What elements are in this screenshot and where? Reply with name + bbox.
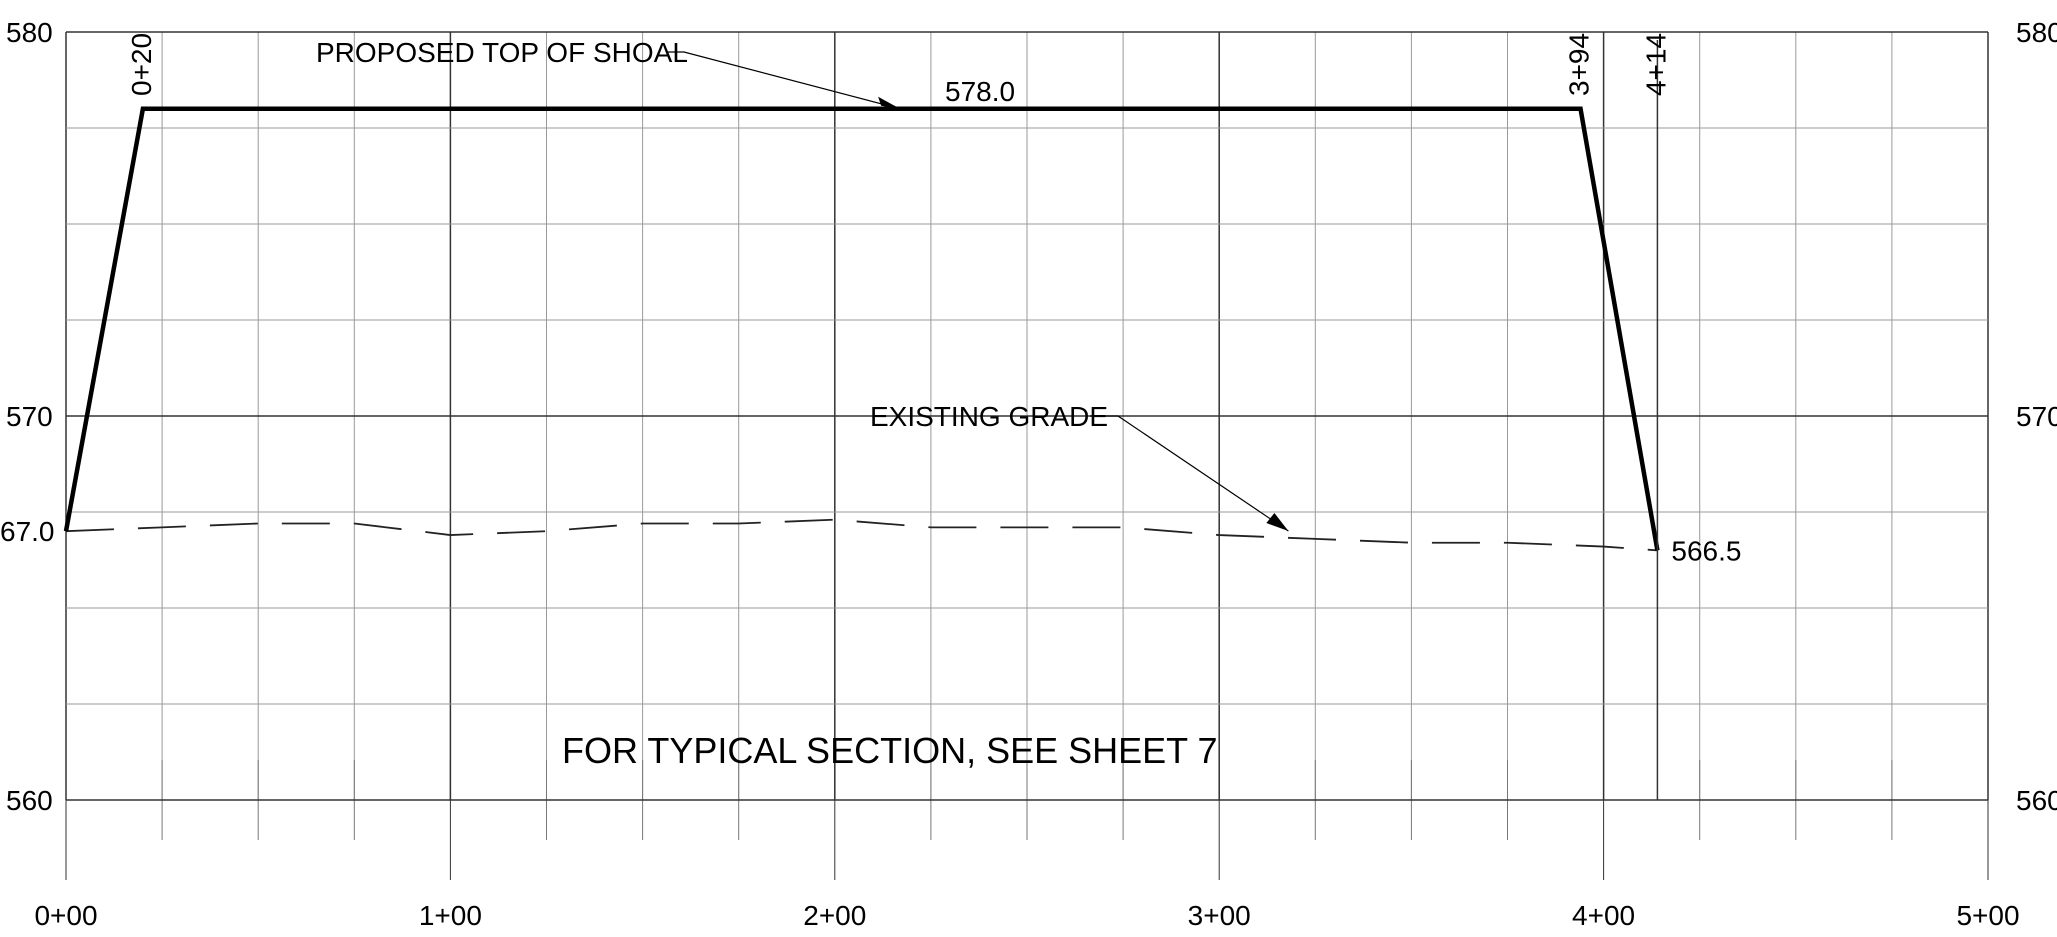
- x-label-3+00: 3+00: [1188, 900, 1251, 931]
- y-label-left-560: 560: [6, 785, 53, 816]
- x-label-1+00: 1+00: [419, 900, 482, 931]
- elevation-label-566.5: 566.5: [1671, 535, 1741, 566]
- proposed-shoal-polyline: [63, 106, 1660, 551]
- x-label-0+00: 0+00: [34, 900, 97, 931]
- x-label-2+00: 2+00: [803, 900, 866, 931]
- existing-grade-polyline: [65, 518, 1658, 552]
- shoal-arrowhead: [878, 96, 901, 109]
- shoal-leader: [666, 51, 901, 110]
- annotation-leaders: [666, 51, 1289, 532]
- y-label-right-560: 560: [2016, 785, 2057, 816]
- grade-leader: [1090, 415, 1289, 532]
- grid: [65, 31, 1989, 880]
- elevation-label-67.0: 67.0: [0, 516, 55, 547]
- grade-arrowhead: [1266, 513, 1289, 532]
- station-label-0+20: 0+20: [126, 33, 157, 96]
- elevation-label-578.0: 578.0: [945, 76, 1015, 107]
- labels: 580 570 560 580 570 560 0+00 1+00 2+00 3…: [0, 17, 2057, 931]
- existing-grade-annotation: EXISTING GRADE: [870, 401, 1108, 432]
- x-label-5+00: 5+00: [1956, 900, 2019, 931]
- proposed-shoal-line: [63, 40, 1660, 800]
- y-label-left-570: 570: [6, 401, 53, 432]
- station-label-3+94: 3+94: [1564, 33, 1595, 96]
- y-label-right-570: 570: [2016, 401, 2057, 432]
- typical-section-note: FOR TYPICAL SECTION, SEE SHEET 7: [562, 730, 1218, 771]
- station-label-4+14: 4+14: [1640, 33, 1671, 96]
- y-label-right-580: 580: [2016, 17, 2057, 48]
- x-label-4+00: 4+00: [1572, 900, 1635, 931]
- y-label-left-580: 580: [6, 17, 53, 48]
- existing-grade-line: [65, 518, 1658, 552]
- proposed-shoal-annotation: PROPOSED TOP OF SHOAL: [316, 37, 688, 68]
